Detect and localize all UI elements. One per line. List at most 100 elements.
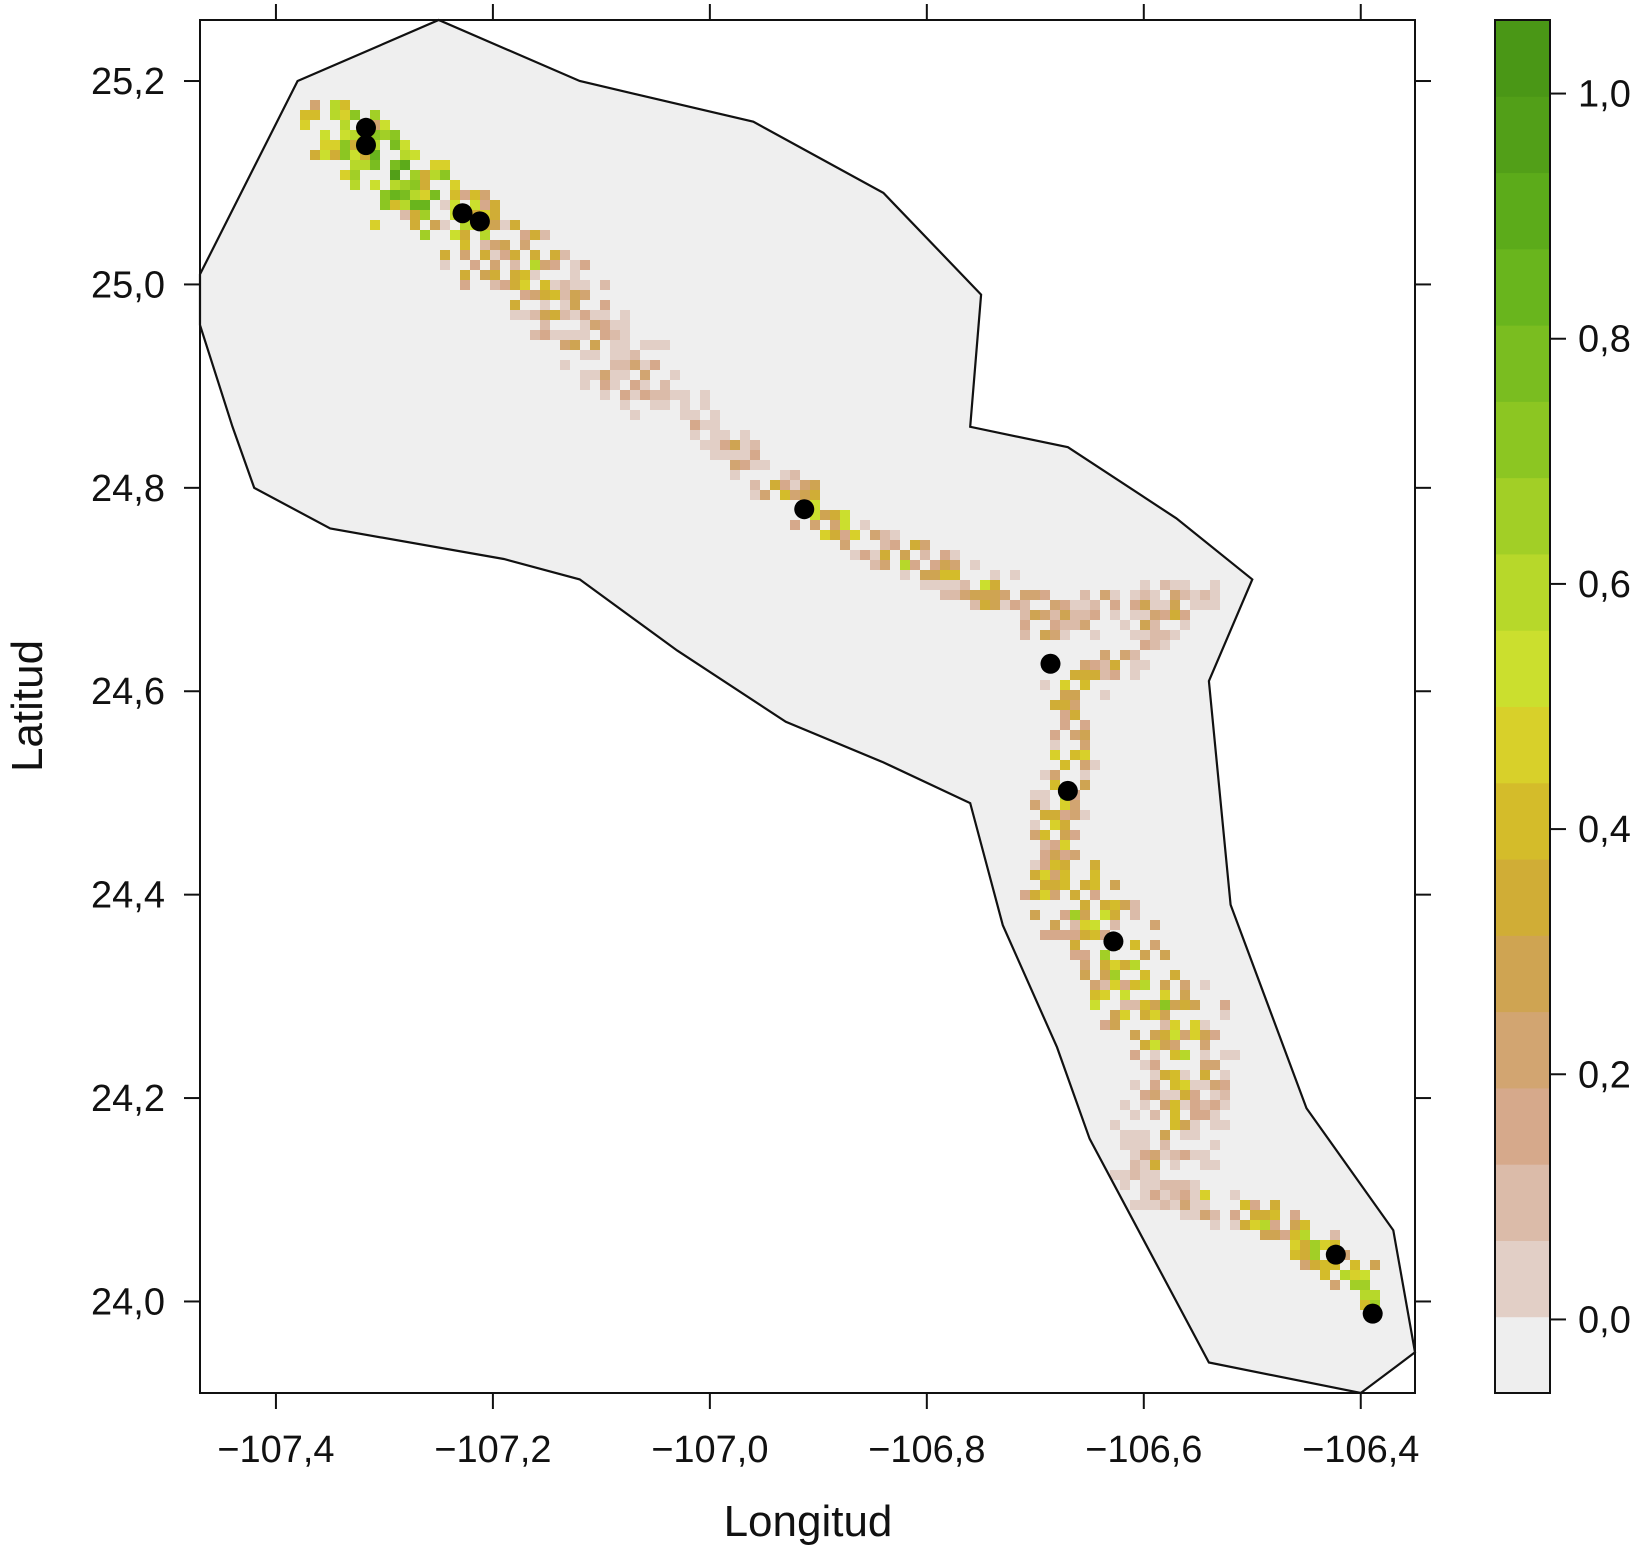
raster-cell [1050,850,1060,860]
raster-cell [1230,1210,1240,1220]
raster-cell [610,330,620,340]
raster-cell [1120,1180,1130,1190]
x-tick-label: −106,4 [1302,1429,1419,1471]
raster-cell [1210,600,1220,610]
raster-cell [1230,1220,1240,1230]
raster-cell [560,280,570,290]
raster-cell [1040,880,1050,890]
raster-cell [750,490,760,500]
raster-cell [1140,1190,1150,1200]
raster-cell [1300,1260,1310,1270]
raster-cell [560,250,570,260]
raster-cell [1050,840,1060,850]
raster-cell [450,190,460,200]
raster-cell [1350,1270,1360,1280]
raster-cell [1160,1180,1170,1190]
raster-cell [1130,940,1140,950]
raster-cell [1080,760,1090,770]
raster-cell [580,330,590,340]
raster-cell [1100,980,1110,990]
raster-cell [1170,1190,1180,1200]
raster-cell [1140,980,1150,990]
raster-cell [430,220,440,230]
raster-cell [1050,780,1060,790]
raster-cell [740,460,750,470]
raster-cell [1180,1120,1190,1130]
raster-cell [490,200,500,210]
raster-cell [1160,990,1170,1000]
raster-cell [1140,640,1150,650]
occurrence-point [1057,780,1078,801]
raster-cell [520,240,530,250]
raster-cell [490,270,500,280]
raster-cell [1090,630,1100,640]
raster-cell [840,520,850,530]
raster-cell [1170,590,1180,600]
raster-cell [520,310,530,320]
raster-cell [1060,930,1070,940]
raster-cell [1040,930,1050,940]
raster-cell [1060,850,1070,860]
raster-cell [1210,1060,1220,1070]
raster-cell [1240,1220,1250,1230]
raster-cell [1130,980,1140,990]
raster-cell [1180,1080,1190,1090]
raster-cell [1020,590,1030,600]
raster-cell [1160,1030,1170,1040]
raster-cell [1140,1100,1150,1110]
colorbar-swatch [1495,553,1550,631]
raster-cell [1360,1270,1370,1280]
raster-cell [1190,1090,1200,1100]
raster-cell [1300,1240,1310,1250]
raster-cell [1080,740,1090,750]
raster-cell [1160,1100,1170,1110]
raster-cell [1160,1190,1170,1200]
raster-cell [1180,1130,1190,1140]
raster-cell [890,540,900,550]
y-tick-label: 24,6 [91,671,165,713]
raster-cell [420,200,430,210]
raster-cell [400,160,410,170]
raster-cell [380,190,390,200]
raster-cell [1160,580,1170,590]
raster-cell [1200,1150,1210,1160]
raster-cell [1140,1140,1150,1150]
raster-cell [350,110,360,120]
raster-cell [1180,1000,1190,1010]
raster-cell [880,550,890,560]
raster-cell [590,350,600,360]
raster-cell [1060,720,1070,730]
raster-cell [550,260,560,270]
raster-cell [380,200,390,210]
raster-cell [570,260,580,270]
raster-cell [340,100,350,110]
raster-cell [1300,1230,1310,1240]
raster-cell [1130,910,1140,920]
raster-cell [1100,650,1110,660]
raster-cell [1170,1180,1180,1190]
raster-cell [1150,1050,1160,1060]
colorbar-swatch [1495,325,1550,402]
raster-cell [1100,670,1110,680]
raster-cell [1120,960,1130,970]
raster-cell [1050,610,1060,620]
raster-cell [390,190,400,200]
colorbar-tick-label: 1,0 [1578,74,1631,116]
colorbar-tick-label: 0,4 [1578,809,1631,851]
raster-cell [1200,1070,1210,1080]
raster-cell [1080,610,1090,620]
raster-cell [1160,1010,1170,1020]
raster-cell [1120,650,1130,660]
raster-cell [1180,620,1190,630]
raster-cell [370,130,380,140]
raster-cell [1100,910,1110,920]
raster-cell [1110,660,1120,670]
raster-cell [330,140,340,150]
raster-cell [990,570,1000,580]
raster-cell [1130,1150,1140,1160]
raster-cell [1170,630,1180,640]
raster-cell [460,190,470,200]
raster-cell [730,450,740,460]
study-area-outline [198,18,1417,1395]
raster-cell [710,410,720,420]
